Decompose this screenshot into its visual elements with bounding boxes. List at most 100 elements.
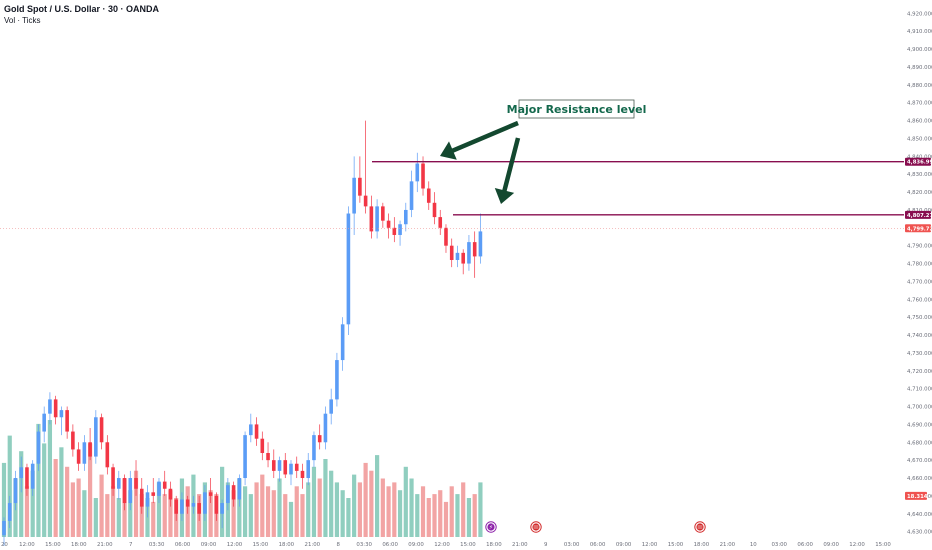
us-flag-icon[interactable] (694, 521, 706, 533)
time-tick-label: 12:00 (434, 542, 450, 548)
time-axis[interactable]: 20 12:00 15:00 18:00 21:00 7 03:30 06:00 09:00 12… (1, 542, 891, 548)
candle-body (134, 478, 138, 489)
volume-bar (386, 486, 391, 537)
volume-bar (1, 462, 7, 537)
volume-value-label-bg (905, 491, 927, 500)
volume-bar (271, 490, 276, 537)
candle-body (117, 478, 121, 489)
us-flag-icon[interactable] (530, 521, 542, 533)
candle-body (277, 460, 282, 471)
volume-bar (254, 482, 259, 537)
volume-bar (162, 494, 167, 537)
price-axis[interactable]: 4,920.000 4,910.000 4,900.000 4,890.000 4,88… (907, 11, 932, 535)
lightning-icon[interactable]: ⚡ (485, 521, 497, 533)
time-tick-label: 18:00 (279, 542, 295, 548)
price-tick-label: 4,680.000 (907, 440, 932, 446)
time-tick-label: 18:00 (694, 542, 710, 548)
candle-body (82, 442, 87, 464)
candle-body (76, 449, 81, 464)
time-tick-label: 12:00 (849, 542, 865, 548)
candle-body (249, 424, 253, 436)
time-tick-label: 15:00 (45, 542, 61, 548)
price-tick-label: 4,790.000 (907, 244, 932, 250)
volume-bar (472, 494, 477, 537)
time-tick-label: 12:00 (227, 542, 243, 548)
time-tick-label: 18:00 (486, 542, 502, 548)
chart-title: Gold Spot / U.S. Dollar · 30 · OANDA (4, 4, 160, 14)
volume-bar (340, 490, 345, 537)
volume-bar (248, 494, 253, 537)
candle-body (48, 399, 52, 414)
candle-body (99, 417, 104, 443)
candle-body (449, 245, 454, 260)
volume-bar (466, 498, 472, 537)
candle-body (381, 206, 385, 221)
candle-body (65, 410, 69, 432)
volume-bar (329, 470, 334, 537)
candle-body (455, 252, 460, 260)
time-tick-label: 06:00 (175, 542, 191, 548)
price-tick-label: 4,780.000 (907, 262, 932, 268)
candle-body (231, 485, 236, 500)
candle-body (208, 492, 213, 496)
time-tick-label: 06:00 (382, 542, 398, 548)
time-tick-label: 21:00 (305, 542, 321, 548)
volume-bar (334, 482, 340, 537)
candle-body (180, 499, 184, 514)
candle-body (472, 242, 477, 257)
volume-bar (156, 482, 162, 537)
candle-body (461, 252, 465, 264)
candle-body (294, 463, 299, 471)
volume-bar (455, 494, 460, 537)
candle-body (174, 499, 178, 514)
candle-body (88, 442, 92, 457)
volume-bar (426, 498, 431, 537)
volume-bar (110, 486, 116, 537)
time-tick-label: 9 (544, 542, 548, 548)
price-tick-label: 4,860.000 (907, 119, 932, 125)
price-tick-label: 4,700.000 (907, 405, 932, 411)
volume-bar (306, 482, 311, 537)
price-tick-label: 4,730.000 (907, 351, 932, 357)
candle-body (467, 242, 471, 264)
candle-body (168, 488, 173, 500)
candle-body (335, 360, 339, 400)
price-tick-label: 4,900.000 (907, 47, 932, 53)
annotation-arrows (440, 120, 521, 204)
candle-body (145, 492, 150, 507)
arrow-to-upper-resistance (440, 120, 519, 160)
volume-bar (260, 474, 265, 537)
candle-body (71, 431, 75, 450)
price-tick-label: 4,840.000 (907, 154, 932, 160)
candle-body (283, 460, 288, 475)
time-tick-label: 7 (129, 542, 132, 548)
candle-body (300, 470, 305, 479)
volume-bar (478, 482, 483, 537)
time-tick-label: 09:00 (616, 542, 632, 548)
candle-body (329, 399, 333, 414)
time-tick-label: 09:00 (201, 542, 217, 548)
volume-bar (65, 466, 70, 537)
volume-bar (24, 486, 30, 537)
candle-body (157, 481, 161, 496)
time-tick-label: 03:00 (564, 542, 580, 548)
volume-bar (42, 443, 47, 537)
volume-bar (311, 466, 317, 537)
volume-bar (294, 486, 299, 537)
resistance-price-label-upper-bg (905, 157, 931, 166)
time-tick-label: 12:00 (642, 542, 658, 548)
time-tick-label: 21:00 (512, 542, 528, 548)
volume-bar (392, 482, 397, 537)
volume-bar (47, 420, 53, 537)
volume-bar (375, 455, 380, 537)
volume-bar (357, 482, 362, 537)
candle-body (128, 478, 133, 504)
candle-body (346, 213, 351, 325)
candle-body (203, 492, 207, 514)
price-tick-label: 4,660.000 (907, 476, 932, 482)
price-tick-label: 4,630.000 (907, 530, 932, 536)
volume-bar (116, 498, 121, 537)
volume-bar (7, 435, 12, 537)
volume-bar (283, 494, 288, 537)
